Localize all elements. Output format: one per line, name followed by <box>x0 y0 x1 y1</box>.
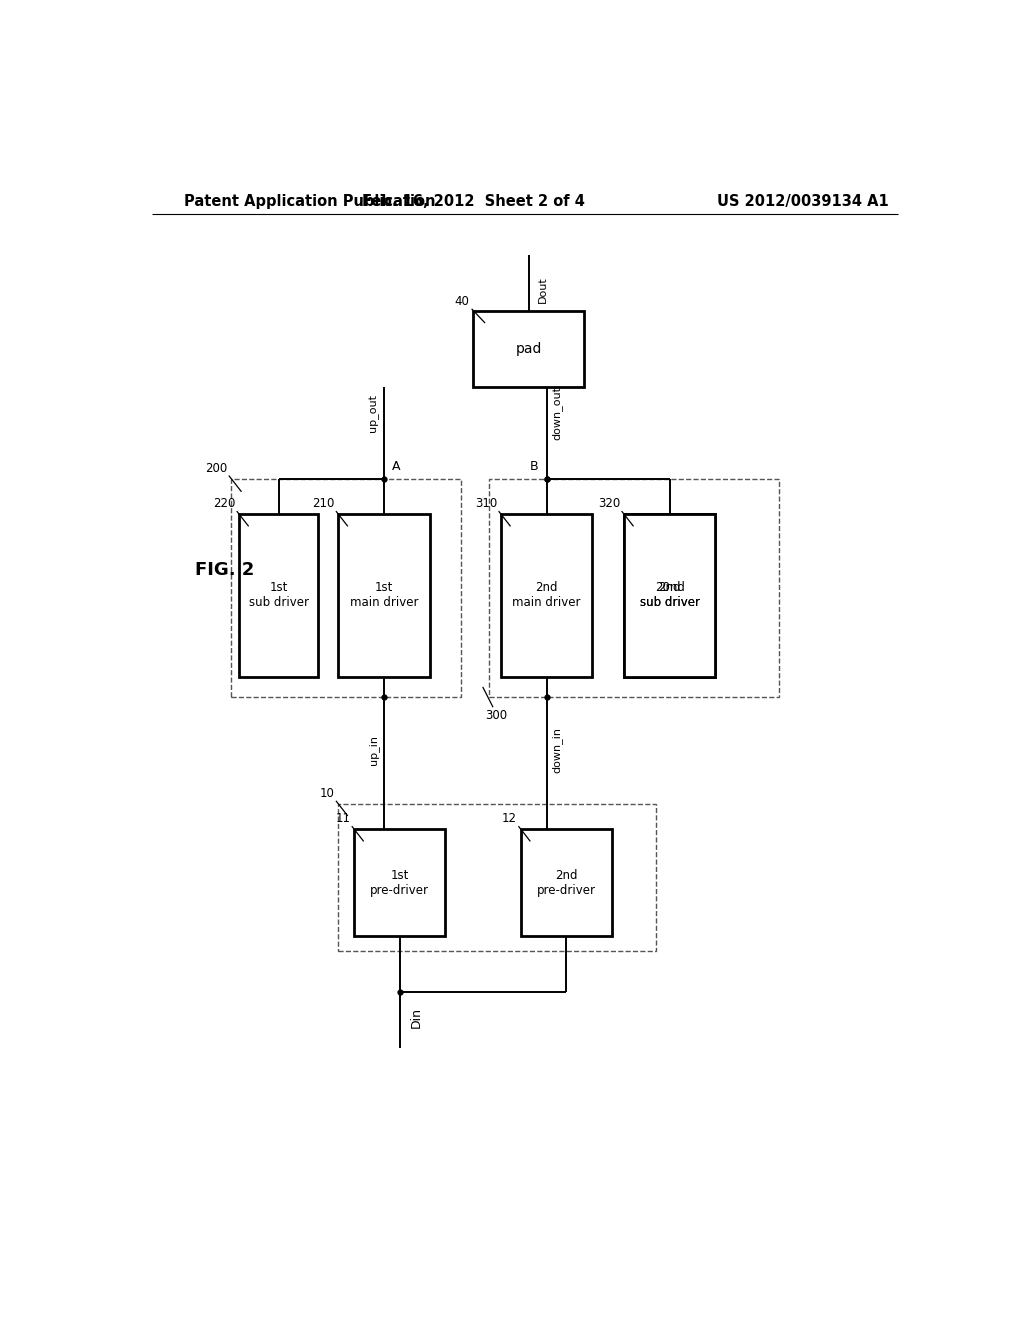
Text: 11: 11 <box>335 812 350 825</box>
Text: down_out: down_out <box>552 385 562 440</box>
Text: 220: 220 <box>213 498 236 510</box>
Bar <box>521 829 612 936</box>
Bar <box>489 479 779 697</box>
Bar <box>338 515 430 677</box>
Text: 10: 10 <box>319 787 334 800</box>
Text: 1st
main driver: 1st main driver <box>349 581 418 610</box>
Text: 2nd
main driver: 2nd main driver <box>512 581 581 610</box>
Bar <box>501 515 592 677</box>
Bar <box>354 829 445 936</box>
Bar <box>338 804 655 952</box>
Bar <box>624 515 715 677</box>
Text: Patent Application Publication: Patent Application Publication <box>183 194 435 209</box>
Text: 20nd
sub driver: 20nd sub driver <box>640 581 699 610</box>
Text: up_out: up_out <box>369 393 379 432</box>
Text: 40: 40 <box>455 294 469 308</box>
Text: US 2012/0039134 A1: US 2012/0039134 A1 <box>717 194 889 209</box>
Text: 210: 210 <box>312 498 334 510</box>
Text: pad: pad <box>515 342 542 356</box>
Bar <box>231 479 461 697</box>
Text: 300: 300 <box>485 709 507 722</box>
Text: 1st
pre-driver: 1st pre-driver <box>371 869 429 896</box>
Text: Din: Din <box>410 1007 422 1028</box>
Bar <box>624 515 715 677</box>
Bar <box>240 515 318 677</box>
Text: Dout: Dout <box>539 276 548 302</box>
Text: 320: 320 <box>598 498 620 510</box>
Text: Feb. 16, 2012  Sheet 2 of 4: Feb. 16, 2012 Sheet 2 of 4 <box>361 194 585 209</box>
Text: up_in: up_in <box>369 735 379 766</box>
Text: B: B <box>530 461 539 474</box>
Text: 200: 200 <box>205 462 227 474</box>
Bar <box>473 312 585 387</box>
Text: 2nd
sub driver: 2nd sub driver <box>640 581 699 610</box>
Text: 310: 310 <box>475 498 497 510</box>
Text: FIG. 2: FIG. 2 <box>196 561 255 579</box>
Text: A: A <box>392 461 400 474</box>
Text: down_in: down_in <box>552 727 562 774</box>
Text: 1st
sub driver: 1st sub driver <box>249 581 309 610</box>
Text: 12: 12 <box>502 812 517 825</box>
Text: 2nd
pre-driver: 2nd pre-driver <box>537 869 596 896</box>
